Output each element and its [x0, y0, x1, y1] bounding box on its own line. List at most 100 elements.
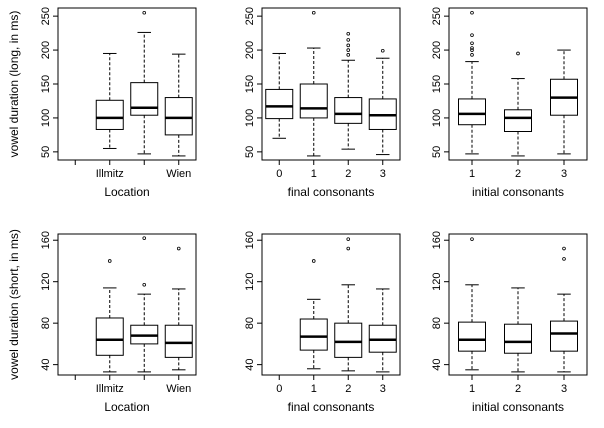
outlier-point	[142, 10, 147, 15]
box-Illmitz	[95, 259, 124, 373]
outlier-point	[346, 53, 351, 57]
x-tick-label: 3	[380, 168, 386, 180]
y-tick-label: 200	[244, 41, 256, 59]
panel-short-location: 40 80 120 160 Illmitz Wien Location vowel durat…	[7, 229, 197, 414]
x-tick-label: 2	[345, 168, 351, 180]
plot-frame	[57, 233, 197, 376]
x-tick-label: 1	[311, 383, 317, 395]
x-tick-label: 2	[515, 168, 521, 180]
y-tick-label: 100	[244, 109, 256, 127]
x-tick-label: 1	[469, 168, 475, 180]
panel-long-location: 50 100 150 200 250 Illmitz Wien Location vowel d…	[7, 7, 197, 199]
outlier-point	[142, 236, 147, 240]
y-tick-label: 120	[244, 273, 256, 291]
outlier-point	[562, 246, 566, 251]
x-axis-label: Location	[104, 400, 149, 414]
x-tick-label: 2	[515, 383, 521, 395]
x-axis-label: initial consonants	[472, 185, 564, 199]
y-axis-label: vowel duration (long, in ms)	[7, 11, 21, 158]
outlier-point	[470, 53, 474, 57]
y-tick-label: 160	[431, 231, 443, 249]
interquartile-box	[265, 88, 294, 120]
box-	[130, 236, 159, 373]
outlier-point	[470, 46, 474, 50]
panel-short-initial-consonants: 40 80 120 160 1 2 3 initial consonants	[431, 231, 588, 414]
panel-short-final-consonants: 40 80 120 160 0 1 2 3 final consonants	[244, 231, 401, 414]
x-axis-label: final consonants	[288, 400, 375, 414]
interquartile-box	[504, 109, 532, 132]
x-axis-label: initial consonants	[472, 400, 564, 414]
y-tick-label: 100	[40, 109, 52, 127]
outlier-point	[346, 31, 351, 36]
outlier-point	[346, 48, 351, 52]
interquartile-box	[95, 317, 124, 356]
y-tick-label: 250	[244, 7, 256, 25]
box-0	[265, 52, 294, 139]
x-tick-label: Wien	[166, 383, 191, 395]
box-Wien	[164, 246, 193, 371]
y-tick-label: 80	[431, 317, 443, 329]
outlier-point	[562, 257, 566, 261]
x-tick-label: Wien	[166, 168, 191, 180]
box-2	[334, 237, 363, 372]
interquartile-box	[299, 318, 328, 351]
y-tick-label: 40	[40, 359, 52, 371]
y-tick-label: 100	[431, 109, 443, 127]
plot-frame	[261, 7, 401, 161]
y-tick-label: 120	[40, 273, 52, 291]
interquartile-box	[95, 99, 124, 130]
x-tick-label: 2	[345, 383, 351, 395]
plot-frame	[57, 7, 197, 161]
x-axis-label: Location	[104, 185, 149, 199]
outlier-point	[311, 10, 316, 15]
box-1	[458, 10, 486, 155]
outlier-point	[470, 10, 474, 15]
box-1	[299, 10, 328, 157]
y-tick-label: 40	[431, 359, 443, 371]
outlier-point	[107, 259, 112, 263]
y-tick-label: 80	[40, 317, 52, 329]
interquartile-box	[334, 322, 363, 358]
x-tick-label: 1	[311, 168, 317, 180]
y-tick-label: 150	[244, 75, 256, 93]
outlier-point	[516, 51, 520, 56]
outlier-point	[142, 283, 147, 287]
box-Wien	[164, 53, 193, 157]
y-tick-label: 50	[40, 146, 52, 158]
box-2	[334, 31, 363, 150]
panel-long-final-consonants: 50 100 150 200 250 0 1 2 3 final consonants	[244, 7, 401, 199]
interquartile-box	[458, 321, 486, 352]
interquartile-box	[299, 83, 328, 119]
interquartile-box	[164, 97, 193, 136]
outlier-point	[311, 259, 316, 263]
outlier-point	[346, 237, 351, 241]
x-tick-label: 3	[380, 383, 386, 395]
y-tick-label: 250	[40, 7, 52, 25]
box-3	[368, 288, 397, 373]
outlier-point	[346, 43, 351, 48]
x-tick-label: 0	[276, 168, 282, 180]
x-tick-label: 3	[561, 383, 567, 395]
y-tick-label: 50	[244, 146, 256, 158]
y-axis-label: vowel duration (short, in ms)	[7, 229, 21, 380]
x-tick-label: Illmitz	[96, 383, 124, 395]
x-tick-label: 1	[469, 383, 475, 395]
box-1	[458, 237, 486, 371]
y-tick-label: 40	[244, 359, 256, 371]
outlier-point	[470, 237, 474, 241]
box-3	[550, 49, 578, 155]
panel-long-initial-consonants: 50 100 150 200 250 1 2 3 initial consonants	[431, 7, 588, 199]
x-axis-label: final consonants	[288, 185, 375, 199]
box-Illmitz	[95, 52, 124, 149]
box-1	[299, 259, 328, 370]
outlier-point	[380, 48, 385, 53]
interquartile-box	[164, 324, 193, 358]
plot-frame	[261, 233, 401, 376]
outlier-point	[470, 48, 474, 52]
x-tick-label: 3	[561, 168, 567, 180]
outlier-point	[346, 246, 351, 251]
box-3	[550, 246, 578, 373]
y-tick-label: 120	[431, 273, 443, 291]
outlier-point	[176, 246, 181, 251]
